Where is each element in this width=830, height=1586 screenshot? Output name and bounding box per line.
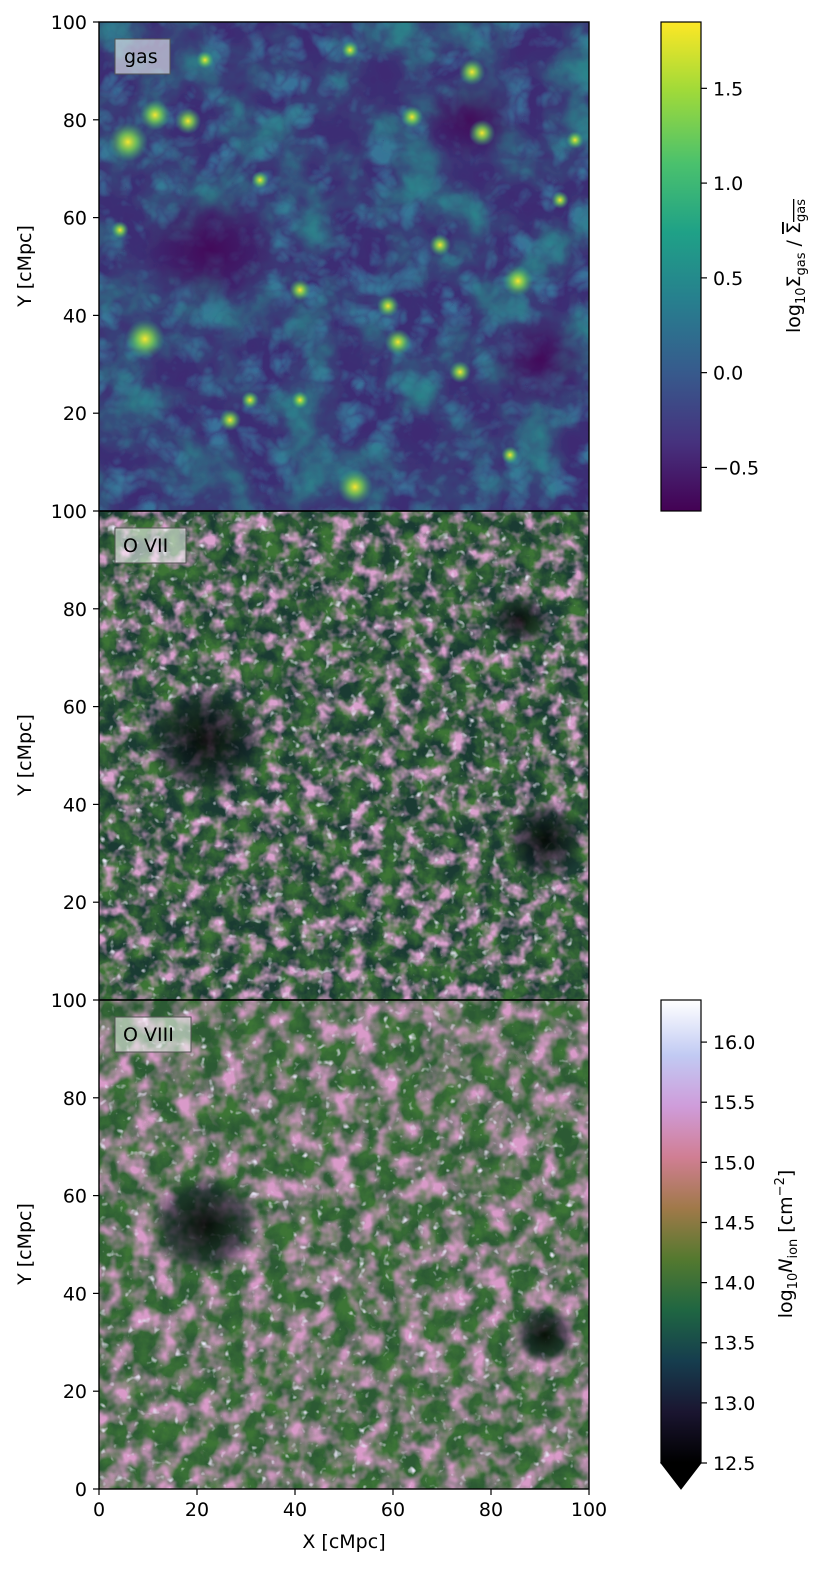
gas-halo — [241, 391, 259, 409]
y-tick-label: 80 — [63, 1088, 87, 1110]
colorbar-tick-label: 15.0 — [713, 1152, 755, 1174]
x-tick-label: 20 — [185, 1499, 209, 1521]
gas-halo — [125, 319, 165, 359]
x-tick-label: 60 — [381, 1499, 405, 1521]
gas-colorbar: −0.5 0.0 0.5 1.0 1.5 log10Σgas / Σgas — [660, 21, 809, 512]
colorbar-tick-label: 1.0 — [713, 173, 743, 195]
gas-halo — [429, 234, 451, 256]
y-tick-label: 60 — [63, 697, 87, 719]
colorbar-tick-label: 12.5 — [713, 1453, 755, 1475]
gas-halo — [289, 279, 311, 301]
ion-colorbar-label: log10Nion [cm−2] — [773, 1170, 801, 1319]
gas-halo — [384, 328, 412, 356]
y-tick-label: 100 — [51, 501, 87, 523]
gas-halo — [449, 361, 471, 383]
o-vii-panel-ylabel: Y [cMpc] — [14, 714, 36, 797]
y-tick-label: 20 — [63, 1381, 87, 1403]
o-viii-panel-label-text: O VIII — [123, 1024, 174, 1046]
x-tick-label: 0 — [93, 1499, 105, 1521]
x-tick-label: 80 — [479, 1499, 503, 1521]
colorbar-tick-label: 1.5 — [713, 78, 743, 100]
y-tick-label: 0 — [75, 1479, 87, 1501]
colorbar-tick-label: 14.5 — [713, 1212, 755, 1234]
gas-halo — [291, 391, 309, 409]
gas-halo — [566, 131, 584, 149]
gas-halo — [501, 446, 519, 464]
o-viii-panel-frame — [98, 999, 590, 1490]
gas-panel — [99, 22, 589, 511]
o-vii-panel — [99, 511, 589, 1000]
y-tick-label: 60 — [63, 208, 87, 230]
x-tick-label: 40 — [283, 1499, 307, 1521]
gas-colorbar-label: log10Σgas / Σgas — [783, 199, 809, 333]
gas-panel-label: gas — [114, 38, 171, 75]
y-tick-label: 100 — [51, 990, 87, 1012]
x-tick-label: 100 — [571, 1499, 607, 1521]
colorbar-tick-label: 0.0 — [713, 363, 743, 385]
colorbar-tick-label: 13.0 — [713, 1393, 755, 1415]
o-viii-panel-label: O VIII — [114, 1016, 192, 1053]
gas-halo — [551, 191, 569, 209]
o-vii-panel-label-text: O VII — [123, 535, 168, 557]
gas-halo — [196, 51, 214, 69]
y-tick-label: 40 — [63, 1283, 87, 1305]
gas-panel-label-text: gas — [124, 46, 158, 68]
colorbar-tick-label: 13.5 — [713, 1333, 755, 1355]
colorbar-tick-label: 16.0 — [713, 1032, 755, 1054]
y-tick-label: 40 — [63, 794, 87, 816]
gas-panel-ylabel: Y [cMpc] — [14, 225, 36, 308]
o-vii-panel-label: O VII — [114, 527, 187, 564]
gas-halo — [251, 171, 269, 189]
gas-halo — [108, 122, 148, 162]
gas-halo — [458, 58, 486, 86]
gas-halo — [341, 41, 359, 59]
gas-halo — [174, 107, 202, 135]
colorbar-tick-label: −0.5 — [713, 457, 759, 479]
x-axis-label: X [cMpc] — [302, 1531, 385, 1553]
colorbar-tick-label: 14.0 — [713, 1273, 755, 1295]
y-tick-label: 100 — [51, 12, 87, 34]
gas-halo — [377, 295, 399, 317]
colorbar-tick-label: 0.5 — [713, 268, 743, 290]
y-tick-label: 20 — [63, 403, 87, 425]
colorbar-tick-label: 15.5 — [713, 1092, 755, 1114]
o-viii-panel — [99, 1000, 589, 1489]
y-tick-label: 60 — [63, 1186, 87, 1208]
gas-halo — [502, 265, 534, 297]
y-tick-label: 80 — [63, 110, 87, 132]
y-tick-label: 20 — [63, 892, 87, 914]
y-tick-label: 40 — [63, 305, 87, 327]
gas-halo — [139, 99, 171, 131]
ion-colorbar: 12.5 13.0 13.5 14.0 14.5 15.0 15.5 16.0 log10Ni… — [659, 999, 801, 1490]
colorbar-extend-min-triangle — [659, 1462, 703, 1490]
gas-halo — [219, 409, 241, 431]
o-viii-panel-ylabel: Y [cMpc] — [14, 1203, 36, 1286]
gas-halo — [401, 106, 423, 128]
gas-halo — [468, 119, 496, 147]
y-tick-label: 80 — [63, 599, 87, 621]
gas-halo — [337, 469, 373, 505]
gas-halo — [111, 221, 129, 239]
